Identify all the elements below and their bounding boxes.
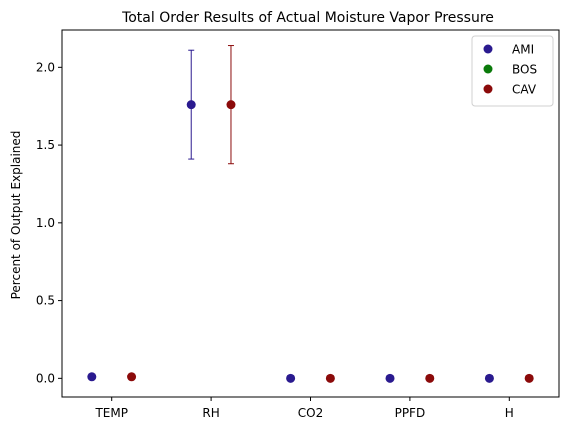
x-tick-label: TEMP (94, 406, 128, 420)
plot-frame (61, 29, 560, 398)
data-point-ami (385, 373, 395, 383)
y-tick-label: 1.0 (36, 216, 55, 230)
x-tick-label: CO2 (298, 406, 323, 420)
data-point-cav (325, 373, 335, 383)
x-tick-label: PPFD (395, 406, 426, 420)
data-point-ami (186, 100, 196, 110)
data-point-cav (425, 373, 435, 383)
chart-title: Total Order Results of Actual Moisture V… (121, 10, 494, 26)
data-point-cav (226, 100, 236, 110)
x-tick-label: H (505, 406, 514, 420)
legend-marker (483, 64, 493, 74)
y-axis-label: Percent of Output Explained (9, 131, 23, 300)
plot-area: 0.0 0.5 1.0 1.5 2.0 TEMP RH CO2 PPFD H (36, 45, 534, 420)
y-tick-label: 2.0 (36, 60, 55, 74)
x-tick-label: RH (202, 406, 219, 420)
legend: AMI BOS CAV (471, 35, 554, 107)
data-point-ami (484, 373, 494, 383)
legend-entry: CAV (512, 83, 537, 97)
data-point-ami (286, 373, 296, 383)
legend-marker (483, 84, 493, 94)
y-tick-label: 0.5 (36, 294, 55, 308)
legend-marker (483, 44, 493, 54)
data-point-ami (87, 372, 97, 382)
y-tick-label: 1.5 (36, 138, 55, 152)
data-point-cav (524, 373, 534, 383)
legend-entry: BOS (512, 63, 537, 77)
legend-entry: AMI (512, 43, 534, 57)
y-tick-label: 0.0 (36, 371, 55, 385)
data-point-cav (127, 372, 137, 382)
